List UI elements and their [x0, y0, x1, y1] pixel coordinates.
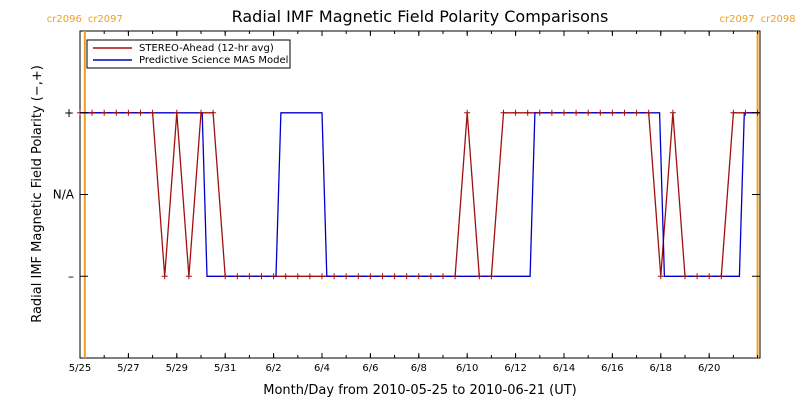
- data-point: [669, 109, 676, 116]
- y-tick-label: N/A: [53, 188, 75, 202]
- data-point: [512, 109, 519, 116]
- data-point: [173, 109, 180, 116]
- data-point: [657, 273, 664, 280]
- x-tick-label: 6/4: [314, 363, 330, 374]
- carrington-labels: cr2096 cr2097 cr2097 cr2098: [47, 14, 796, 25]
- data-point: [246, 273, 253, 280]
- data-point: [476, 273, 483, 280]
- data-point: [234, 273, 241, 280]
- carrington-label-right-0: cr2097: [88, 14, 123, 25]
- data-point: [270, 273, 277, 280]
- x-tick-label: 5/29: [166, 363, 188, 374]
- data-point: [355, 273, 362, 280]
- plot-frame: [79, 30, 761, 359]
- data-point: [730, 109, 737, 116]
- data-point: [331, 273, 338, 280]
- data-point: [89, 109, 96, 116]
- y-axis-label: Radial IMF Magnetic Field Polarity (−,+): [30, 65, 45, 323]
- data-point: [306, 273, 313, 280]
- legend-label-stereo-ahead: STEREO-Ahead (12-hr avg): [139, 43, 274, 54]
- carrington-label-left-1: cr2097: [720, 14, 755, 25]
- data-point: [101, 109, 108, 116]
- data-point: [161, 273, 168, 280]
- data-point: [185, 273, 192, 280]
- legend: STEREO-Ahead (12-hr avg) Predictive Scie…: [86, 39, 291, 69]
- y-axis: + N/A –: [53, 106, 760, 283]
- data-point: [500, 109, 507, 116]
- data-point: [439, 273, 446, 280]
- data-point: [343, 273, 350, 280]
- data-point: [427, 273, 434, 280]
- series-line-0: [80, 112, 758, 277]
- data-point: [633, 109, 640, 116]
- data-point: [452, 273, 459, 280]
- series-line-1: [80, 112, 760, 277]
- data-point: [524, 109, 531, 116]
- x-tick-label: 5/31: [214, 363, 236, 374]
- data-point: [391, 273, 398, 280]
- x-tick-label: 6/6: [362, 363, 378, 374]
- y-tick-label: –: [68, 269, 74, 283]
- data-point: [548, 109, 555, 116]
- data-point: [621, 109, 628, 116]
- x-tick-label: 6/10: [456, 363, 478, 374]
- data-point: [742, 109, 749, 116]
- x-tick-label: 5/25: [69, 363, 91, 374]
- carrington-label-right-1: cr2098: [761, 14, 796, 25]
- plot-area: [77, 31, 761, 358]
- data-point: [560, 109, 567, 116]
- data-point: [137, 109, 144, 116]
- x-tick-label: 6/16: [601, 363, 623, 374]
- data-point: [197, 109, 204, 116]
- data-point: [464, 109, 471, 116]
- x-axis-label: Month/Day from 2010-05-25 to 2010-06-21 …: [263, 383, 576, 398]
- data-point: [694, 273, 701, 280]
- legend-label-mas-model: Predictive Science MAS Model: [139, 55, 288, 66]
- data-point: [681, 273, 688, 280]
- data-point: [585, 109, 592, 116]
- x-tick-label: 6/2: [266, 363, 282, 374]
- x-tick-label: 5/27: [117, 363, 139, 374]
- data-point: [706, 273, 713, 280]
- data-point: [318, 273, 325, 280]
- data-point: [718, 273, 725, 280]
- data-point: [149, 109, 156, 116]
- data-point: [282, 273, 289, 280]
- data-point: [222, 273, 229, 280]
- legend-box: [86, 39, 291, 69]
- data-point: [210, 109, 217, 116]
- data-point: [609, 109, 616, 116]
- data-point: [573, 109, 580, 116]
- x-axis: 5/25 5/27 5/29 5/31 6/2 6/4 6/6 6/8 6/10 6/12 6/14…: [69, 31, 759, 374]
- data-point: [488, 273, 495, 280]
- x-tick-label: 6/20: [698, 363, 720, 374]
- data-point: [415, 273, 422, 280]
- chart-title: Radial IMF Magnetic Field Polarity Compa…: [232, 7, 609, 26]
- x-tick-label: 6/14: [553, 363, 575, 374]
- x-tick-label: 6/18: [650, 363, 672, 374]
- data-point: [125, 109, 132, 116]
- data-point: [645, 109, 652, 116]
- data-point: [294, 273, 301, 280]
- data-point: [536, 109, 543, 116]
- data-point: [113, 109, 120, 116]
- x-tick-label: 6/8: [411, 363, 427, 374]
- carrington-label-left-0: cr2096: [47, 14, 82, 25]
- data-point: [258, 273, 265, 280]
- data-point: [597, 109, 604, 116]
- y-tick-label: +: [64, 106, 74, 120]
- x-tick-label: 6/12: [504, 363, 526, 374]
- data-point: [367, 273, 374, 280]
- data-point: [379, 273, 386, 280]
- data-point: [403, 273, 410, 280]
